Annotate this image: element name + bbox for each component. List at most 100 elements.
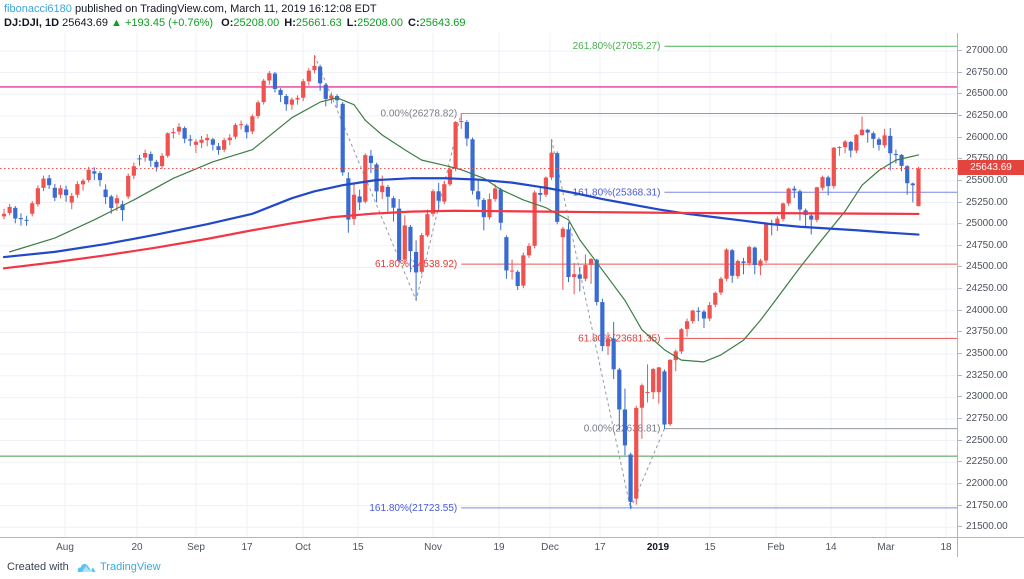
candle-body bbox=[679, 329, 684, 352]
candle-body bbox=[188, 139, 193, 141]
candle-body bbox=[645, 391, 650, 393]
candle-body bbox=[425, 214, 430, 236]
publish-byline: fibonacci6180 published on TradingView.c… bbox=[4, 3, 377, 15]
candle-body bbox=[526, 245, 532, 256]
ohlc-key: C: bbox=[408, 17, 420, 29]
candle-body bbox=[114, 198, 119, 204]
candle-body bbox=[673, 351, 678, 361]
candle-body bbox=[363, 155, 368, 202]
candlestick-chart-canvas[interactable]: 0.00%(26278.82)61.80%(24538.92)161.80%(2… bbox=[0, 33, 957, 537]
candle-body bbox=[617, 369, 622, 410]
candle-body bbox=[843, 141, 848, 148]
fib-dec-jan[interactable]: 261.80%(27055.27) 161.80%(25368.31) 61.80%… bbox=[551, 41, 957, 511]
candle-body bbox=[47, 178, 52, 186]
time-axis-tick: 17 bbox=[241, 542, 253, 553]
candle-body bbox=[171, 132, 176, 134]
candle-body bbox=[888, 135, 893, 154]
candle-body bbox=[532, 192, 537, 246]
candle-body bbox=[306, 70, 311, 82]
candle-body bbox=[459, 121, 464, 123]
candle-body bbox=[250, 116, 255, 132]
candle-body bbox=[391, 198, 396, 208]
candle-body bbox=[295, 97, 300, 100]
candle-body bbox=[97, 173, 103, 181]
candle-body bbox=[814, 187, 819, 220]
candle-body bbox=[555, 153, 560, 222]
candle-body bbox=[741, 261, 746, 263]
candle-body bbox=[476, 191, 481, 200]
tradingview-brand-link[interactable]: TradingView bbox=[100, 561, 161, 573]
candle-body bbox=[690, 310, 695, 322]
candle-body bbox=[109, 196, 114, 208]
time-axis-tick: 14 bbox=[825, 542, 837, 553]
candle-body bbox=[583, 265, 588, 279]
candles-layer bbox=[1, 55, 921, 509]
candle-body bbox=[419, 235, 424, 272]
candle-body bbox=[628, 454, 633, 502]
author-link[interactable]: fibonacci6180 bbox=[4, 3, 72, 15]
candle-body bbox=[323, 84, 328, 99]
candle-body bbox=[684, 321, 690, 329]
candle-body bbox=[1, 213, 7, 217]
candle-body bbox=[447, 169, 453, 185]
candle-body bbox=[278, 89, 283, 95]
candle-body bbox=[222, 140, 227, 150]
candle-body bbox=[397, 208, 402, 261]
tradingview-logo-icon bbox=[77, 561, 96, 579]
candle-body bbox=[831, 147, 836, 187]
candle-body bbox=[346, 178, 351, 220]
last-price-value: 25643.69 bbox=[62, 17, 108, 29]
candle-body bbox=[639, 385, 644, 408]
candle-body bbox=[713, 292, 718, 305]
candle-body bbox=[233, 124, 238, 137]
candle-body bbox=[464, 122, 469, 139]
candle-body bbox=[634, 407, 639, 499]
candle-body bbox=[792, 188, 797, 191]
time-axis-tick: Aug bbox=[56, 542, 74, 553]
candle-body bbox=[131, 166, 136, 176]
candle-body bbox=[52, 187, 57, 198]
ma-slow-red bbox=[2, 209, 920, 270]
candle-body bbox=[780, 203, 786, 219]
candle-body bbox=[103, 189, 108, 198]
candle-body bbox=[656, 367, 661, 393]
candle-body bbox=[385, 186, 390, 197]
candle-body bbox=[543, 177, 549, 195]
chart-plot[interactable]: 0.00%(26278.82)61.80%(24538.92)161.80%(2… bbox=[0, 33, 957, 537]
chart-header: fibonacci6180 published on TradingView.c… bbox=[0, 0, 1024, 33]
candle-body bbox=[143, 153, 148, 158]
ohlc-key: L: bbox=[346, 17, 358, 29]
ohlc-value: 25208.00 bbox=[233, 17, 280, 29]
candle-body bbox=[7, 206, 12, 213]
candle-body bbox=[261, 80, 266, 103]
candle-body bbox=[521, 255, 526, 286]
time-axis-tick: Feb bbox=[767, 542, 785, 553]
candle-body bbox=[826, 177, 831, 187]
candle-body bbox=[18, 218, 24, 220]
candle-body bbox=[340, 103, 345, 173]
candle-body bbox=[126, 175, 131, 197]
candle-body bbox=[577, 274, 582, 279]
time-axis-tick: Dec bbox=[541, 542, 559, 553]
candle-body bbox=[848, 141, 853, 151]
candle-body bbox=[797, 191, 803, 210]
candle-body bbox=[154, 161, 159, 168]
candle-body bbox=[176, 126, 182, 132]
candle-body bbox=[758, 260, 763, 266]
price-axis[interactable]: 27000.00 26750.00 26500.00 26250.00 26000.00… bbox=[957, 33, 1024, 537]
candle-body bbox=[481, 199, 486, 218]
time-axis-tick: Oct bbox=[295, 542, 311, 553]
candle-body bbox=[430, 191, 436, 214]
candle-body bbox=[549, 152, 554, 178]
candle-body bbox=[312, 65, 317, 71]
candle-body bbox=[351, 194, 357, 219]
fib-level-label: 0.00%(26278.82) bbox=[381, 108, 458, 119]
candle-body bbox=[588, 259, 594, 265]
candle-body bbox=[284, 96, 289, 105]
time-axis-tick: 17 bbox=[594, 542, 606, 553]
price-change: +193.45 (+0.76%) bbox=[125, 17, 214, 29]
candle-body bbox=[205, 137, 210, 141]
ohlc-value: 25208.00 bbox=[357, 17, 404, 29]
time-axis[interactable]: Aug 20 Sep 17 Oct 15 Nov 19 Dec 17 2019 15 Feb 14 Mar 1… bbox=[0, 537, 957, 559]
